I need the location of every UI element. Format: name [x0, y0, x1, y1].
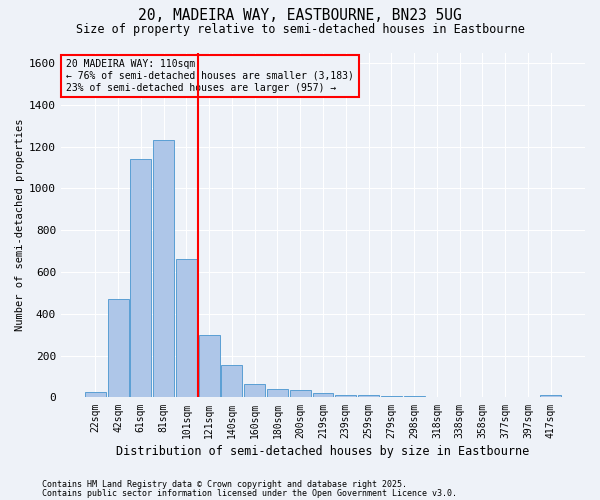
Bar — [199, 334, 220, 398]
Bar — [540, 396, 561, 398]
Bar — [290, 390, 311, 398]
Bar — [221, 365, 242, 398]
Bar — [427, 397, 448, 398]
Text: Contains HM Land Registry data © Crown copyright and database right 2025.: Contains HM Land Registry data © Crown c… — [42, 480, 407, 489]
Text: Size of property relative to semi-detached houses in Eastbourne: Size of property relative to semi-detach… — [76, 22, 524, 36]
Text: 20 MADEIRA WAY: 110sqm
← 76% of semi-detached houses are smaller (3,183)
23% of : 20 MADEIRA WAY: 110sqm ← 76% of semi-det… — [66, 60, 354, 92]
Bar — [107, 299, 128, 398]
Bar — [130, 159, 151, 398]
Bar — [176, 260, 197, 398]
Y-axis label: Number of semi-detached properties: Number of semi-detached properties — [15, 118, 25, 331]
Bar — [381, 396, 402, 398]
X-axis label: Distribution of semi-detached houses by size in Eastbourne: Distribution of semi-detached houses by … — [116, 444, 530, 458]
Bar — [153, 140, 174, 398]
Bar — [335, 396, 356, 398]
Text: Contains public sector information licensed under the Open Government Licence v3: Contains public sector information licen… — [42, 489, 457, 498]
Bar — [313, 394, 334, 398]
Bar — [404, 396, 425, 398]
Bar — [244, 384, 265, 398]
Text: 20, MADEIRA WAY, EASTBOURNE, BN23 5UG: 20, MADEIRA WAY, EASTBOURNE, BN23 5UG — [138, 8, 462, 22]
Bar — [267, 389, 288, 398]
Bar — [85, 392, 106, 398]
Bar — [358, 396, 379, 398]
